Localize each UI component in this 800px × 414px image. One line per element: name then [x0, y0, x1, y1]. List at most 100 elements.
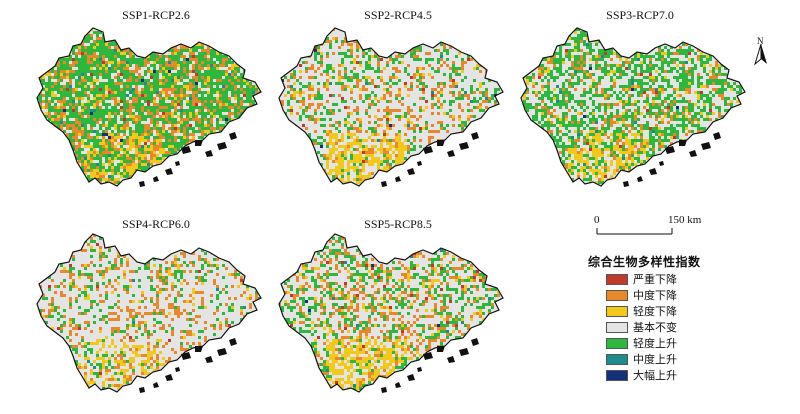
raster-cell [535, 94, 538, 97]
raster-cell [365, 154, 368, 157]
raster-cell [96, 172, 99, 175]
raster-cell [449, 73, 452, 76]
raster-cell [652, 82, 655, 85]
raster-cell [126, 285, 129, 288]
raster-cell [718, 106, 721, 109]
raster-cell [359, 169, 362, 172]
raster-cell [138, 279, 141, 282]
raster-cell [589, 139, 592, 142]
raster-cell [365, 175, 368, 178]
raster-cell [473, 97, 476, 100]
raster-cell [66, 133, 69, 136]
raster-cell [452, 115, 455, 118]
raster-cell [90, 139, 93, 142]
raster-cell [69, 285, 72, 288]
raster-cell [544, 70, 547, 73]
raster-cell [565, 49, 568, 52]
raster-cell [129, 64, 132, 67]
raster-cell [105, 94, 108, 97]
raster-cell [48, 315, 51, 318]
raster-cell [574, 121, 577, 124]
raster-cell [622, 124, 625, 127]
raster-cell [329, 172, 332, 175]
raster-cell [670, 142, 673, 145]
raster-cell [237, 106, 240, 109]
raster-cell [108, 175, 111, 178]
raster-cell [293, 76, 296, 79]
raster-cell [428, 73, 431, 76]
raster-cell [120, 79, 123, 82]
raster-cell [114, 61, 117, 64]
raster-cell [619, 151, 622, 154]
raster-cell [225, 73, 228, 76]
raster-cell [667, 52, 670, 55]
raster-cell [535, 115, 538, 118]
raster-cell [87, 61, 90, 64]
raster-cell [114, 88, 117, 91]
raster-cell [335, 175, 338, 178]
raster-cell [240, 82, 243, 85]
raster-cell [180, 94, 183, 97]
raster-cell [697, 85, 700, 88]
raster-cell [201, 58, 204, 61]
raster-cell [670, 67, 673, 70]
raster-cell [368, 103, 371, 106]
raster-cell [99, 166, 102, 169]
raster-cell [601, 67, 604, 70]
raster-cell [679, 46, 682, 49]
raster-cell [580, 169, 583, 172]
raster-cell [317, 82, 320, 85]
raster-cell [78, 115, 81, 118]
raster-cell [228, 76, 231, 79]
raster-cell [222, 276, 225, 279]
raster-cell [180, 85, 183, 88]
raster-cell [90, 91, 93, 94]
raster-cell [335, 166, 338, 169]
raster-cell [607, 49, 610, 52]
raster-cell [568, 139, 571, 142]
raster-cell [589, 58, 592, 61]
raster-cell [577, 127, 580, 130]
raster-cell [556, 70, 559, 73]
raster-cell [607, 103, 610, 106]
raster-cell [553, 139, 556, 142]
raster-cell [144, 324, 147, 327]
raster-cell [198, 255, 201, 258]
raster-cell [207, 261, 210, 264]
raster-cell [697, 58, 700, 61]
raster-cell [721, 94, 724, 97]
raster-cell [204, 73, 207, 76]
raster-cell [117, 88, 120, 91]
raster-cell [150, 115, 153, 118]
raster-cell [105, 297, 108, 300]
raster-cell [347, 85, 350, 88]
raster-cell [90, 169, 93, 172]
raster-cell [201, 136, 204, 139]
raster-cell [105, 64, 108, 67]
raster-cell [583, 82, 586, 85]
raster-cell [640, 148, 643, 151]
raster-cell [574, 64, 577, 67]
raster-cell [326, 109, 329, 112]
raster-cell [574, 88, 577, 91]
raster-cell [102, 118, 105, 121]
raster-cell [407, 88, 410, 91]
raster-cell [222, 312, 225, 315]
raster-cell [93, 31, 96, 34]
raster-cell [204, 70, 207, 73]
raster-cell [99, 85, 102, 88]
raster-cell [658, 103, 661, 106]
raster-cell [99, 246, 102, 249]
raster-cell [222, 55, 225, 58]
raster-cell [177, 115, 180, 118]
raster-cell [216, 91, 219, 94]
raster-cell [622, 88, 625, 91]
raster-cell [368, 106, 371, 109]
raster-cell [234, 297, 237, 300]
raster-cell [216, 258, 219, 261]
raster-cell [538, 109, 541, 112]
raster-cell [559, 70, 562, 73]
raster-cell [541, 97, 544, 100]
raster-cell [183, 261, 186, 264]
raster-cell [93, 58, 96, 61]
